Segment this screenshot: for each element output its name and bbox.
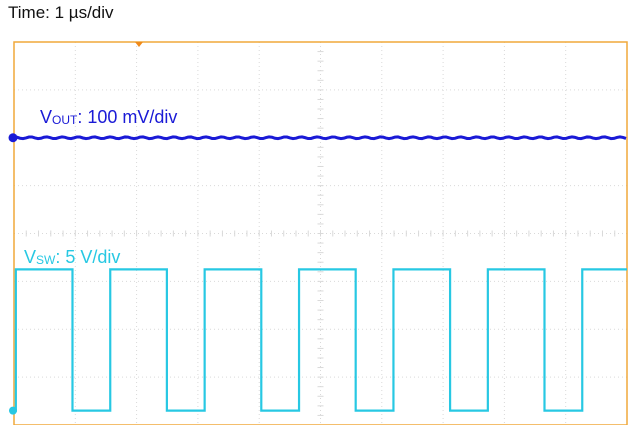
vsw-label-sub: SW xyxy=(36,253,56,267)
vout-label-rest: : 100 mV/div xyxy=(77,107,178,127)
vout-label-sub: OUT xyxy=(52,113,78,127)
vout-channel-label: VOUT: 100 mV/div xyxy=(40,107,177,128)
vsw-label-main: V xyxy=(24,247,37,267)
vsw-trace xyxy=(14,268,627,412)
plot-frame xyxy=(13,41,628,425)
vout-trace xyxy=(12,135,627,141)
plot-grid xyxy=(13,41,628,425)
time-scale-label: Time: 1 µs/div xyxy=(8,3,114,22)
vout-channel-marker xyxy=(8,133,18,143)
trigger-position-marker xyxy=(135,42,143,47)
vsw-channel-marker xyxy=(9,406,17,415)
vsw-label-rest: : 5 V/div xyxy=(55,247,121,267)
vsw-channel-label: VSW: 5 V/div xyxy=(24,247,120,268)
vout-label-main: V xyxy=(40,107,53,127)
